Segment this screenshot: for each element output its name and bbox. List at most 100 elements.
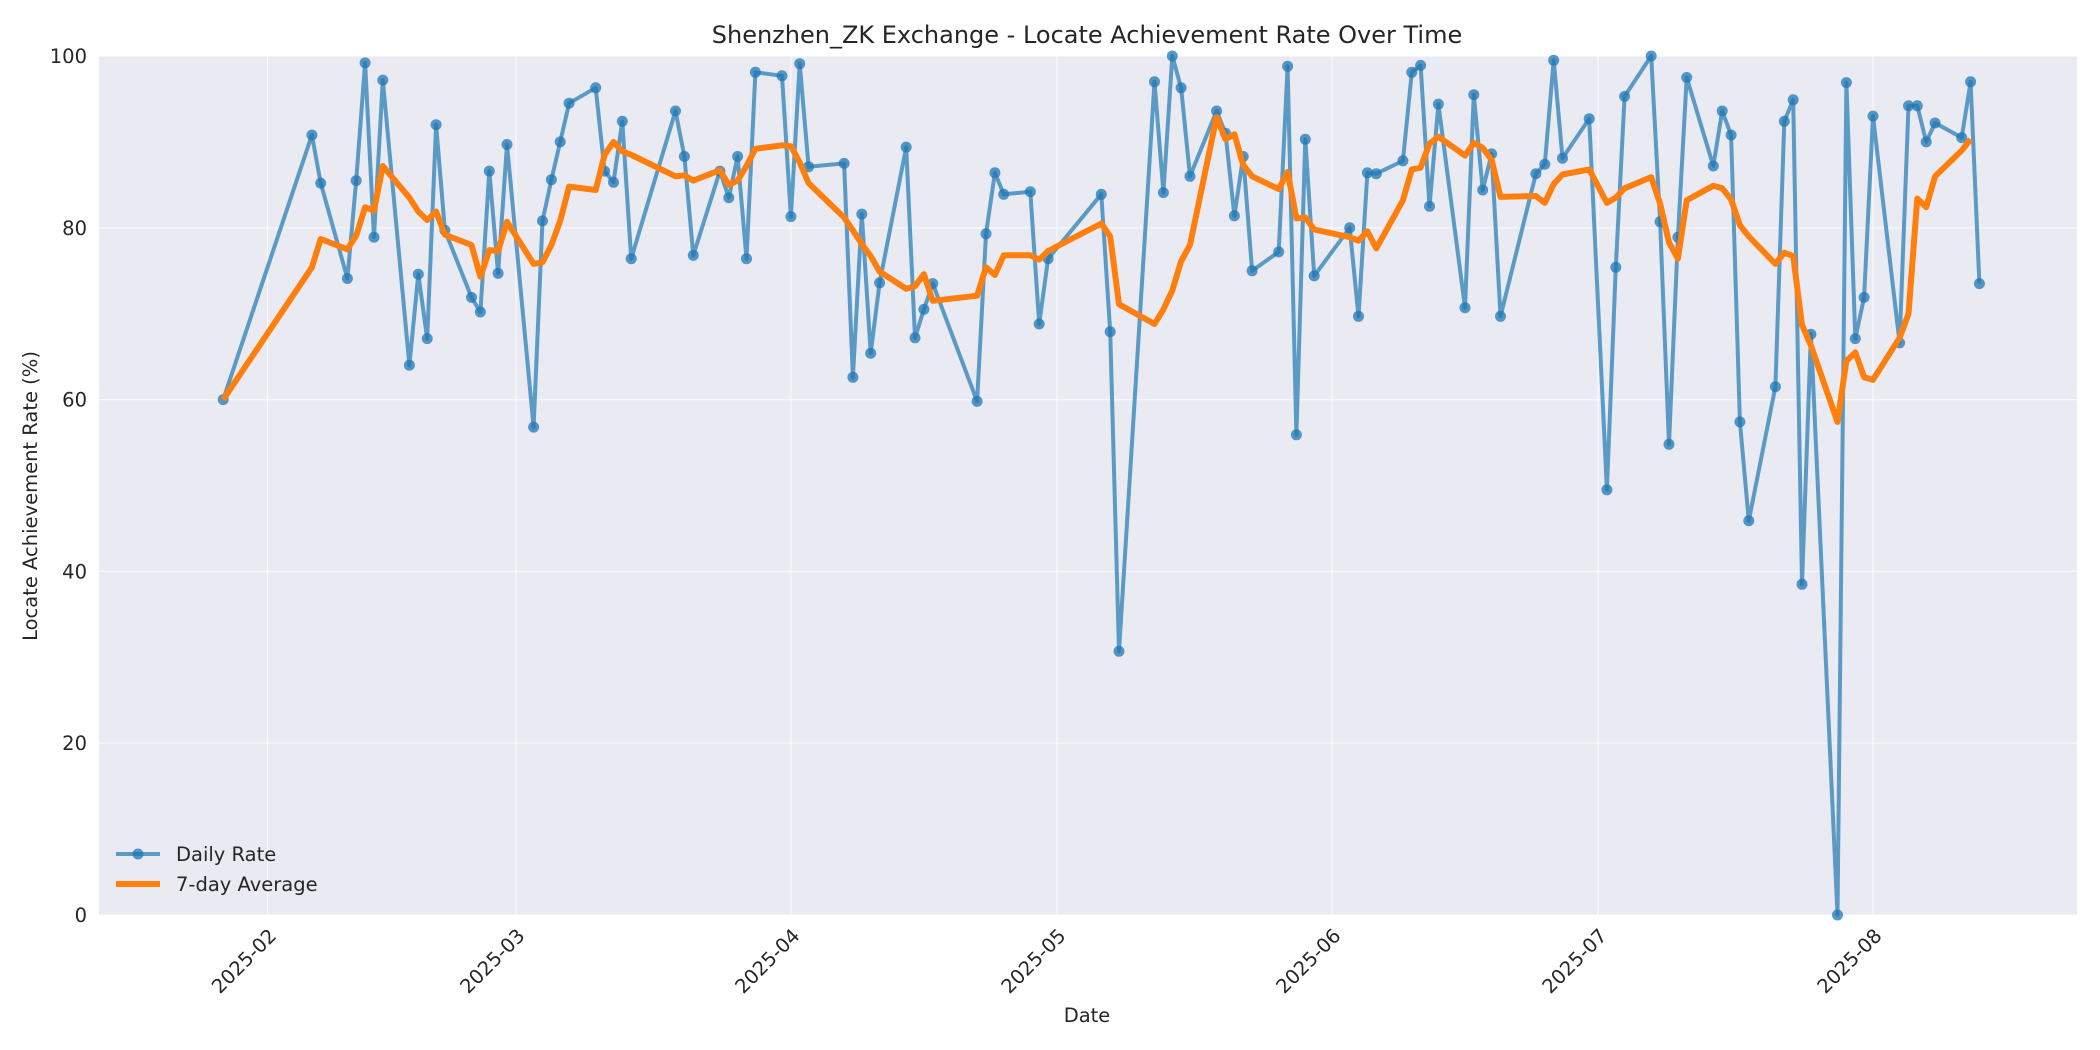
daily-rate-marker [492, 267, 504, 279]
y-tick-label: 0 [75, 904, 87, 927]
x-tick-label: 2025-05 [997, 924, 1071, 998]
daily-rate-marker [1024, 186, 1036, 198]
y-tick-label: 80 [62, 217, 87, 240]
daily-rate-marker [1166, 50, 1178, 62]
daily-rate-marker [1920, 136, 1932, 148]
daily-rate-marker [1468, 89, 1480, 101]
daily-rate-marker [856, 208, 868, 220]
daily-rate-marker [1734, 416, 1746, 428]
daily-rate-marker [554, 136, 566, 148]
daily-rate-marker [430, 119, 442, 131]
daily-rate-marker [1353, 310, 1364, 322]
daily-rate-marker [616, 115, 628, 127]
daily-rate-marker [341, 273, 353, 284]
daily-rate-marker [670, 105, 681, 117]
daily-rate-marker [306, 129, 318, 141]
daily-rate-marker [1769, 381, 1781, 393]
chart-title: Shenzhen_ZK Exchange - Locate Achievemen… [712, 21, 1463, 49]
daily-rate-marker [989, 167, 1001, 179]
daily-rate-marker [1344, 222, 1356, 234]
daily-rate-marker [1095, 188, 1107, 200]
daily-rate-marker [865, 347, 877, 359]
x-axis-label: Date [1064, 1004, 1111, 1027]
daily-rate-marker [1610, 261, 1622, 273]
daily-rate-marker [776, 70, 788, 82]
daily-rate-marker [1424, 200, 1435, 212]
daily-rate-marker [1175, 82, 1187, 94]
daily-rate-marker [1361, 167, 1373, 179]
daily-rate-marker [785, 211, 797, 223]
daily-rate-marker [1370, 168, 1382, 180]
daily-rate-marker [1796, 578, 1808, 590]
daily-rate-marker [1965, 76, 1977, 88]
daily-rate-marker [1299, 133, 1311, 145]
daily-rate-marker [1867, 110, 1879, 122]
daily-rate-marker [1432, 98, 1444, 110]
daily-rate-marker [732, 151, 744, 162]
daily-rate-marker [608, 176, 619, 188]
x-axis-ticks: 2025-02 2025-03 2025-04 2025-05 2025-06 2025-… [207, 924, 1886, 998]
y-tick-label: 40 [62, 560, 87, 583]
daily-rate-marker [1716, 105, 1728, 117]
daily-rate-marker [1903, 100, 1914, 112]
daily-rate-marker [678, 151, 690, 162]
daily-rate-marker [474, 306, 486, 318]
legend: Daily Rate 7-day Average [116, 843, 318, 896]
daily-rate-marker [723, 192, 735, 204]
daily-rate-marker [563, 97, 575, 109]
daily-rate-marker [1645, 50, 1657, 62]
daily-rate-marker [528, 421, 540, 433]
daily-rate-marker [315, 177, 327, 189]
x-tick-label: 2025-03 [456, 924, 530, 998]
daily-rate-marker [1787, 94, 1799, 106]
daily-rate-marker [1707, 160, 1719, 172]
daily-rate-marker [1548, 54, 1560, 66]
legend-label-daily: Daily Rate [176, 843, 276, 866]
y-tick-label: 60 [62, 389, 87, 412]
daily-rate-marker [359, 57, 371, 69]
daily-rate-marker [1725, 129, 1737, 141]
x-tick-label: 2025-06 [1272, 924, 1346, 998]
daily-rate-marker [1228, 210, 1240, 222]
daily-rate-marker [412, 268, 424, 280]
daily-rate-marker [1601, 484, 1613, 496]
daily-rate-marker [838, 157, 850, 169]
x-tick-label: 2025-02 [207, 924, 281, 998]
daily-rate-marker [1273, 246, 1285, 258]
x-tick-label: 2025-07 [1538, 924, 1612, 998]
daily-rate-marker [377, 74, 389, 86]
daily-rate-marker [483, 165, 495, 177]
y-axis-ticks: 0 20 40 60 80 100 [50, 45, 87, 927]
daily-rate-marker [403, 359, 415, 371]
legend-label-average: 7-day Average [176, 873, 318, 896]
daily-rate-marker [1663, 438, 1675, 450]
daily-rate-marker [1956, 132, 1968, 144]
daily-rate-marker [1104, 326, 1116, 338]
daily-rate-marker [874, 277, 886, 289]
x-tick-label: 2025-08 [1813, 924, 1887, 998]
daily-rate-marker [1778, 115, 1790, 127]
daily-rate-marker [1583, 113, 1595, 125]
daily-rate-marker [1849, 333, 1861, 345]
daily-rate-marker [1832, 909, 1843, 921]
data-series [217, 50, 1985, 921]
daily-rate-marker [1290, 429, 1302, 441]
daily-rate-marker [1495, 310, 1506, 322]
daily-rate-marker [741, 253, 752, 265]
daily-rate-marker [1113, 645, 1125, 657]
daily-rate-marker [1539, 158, 1551, 170]
daily-rate-marker [1477, 184, 1489, 196]
daily-rate-marker [1530, 168, 1542, 180]
daily-rate-marker [545, 174, 557, 186]
daily-rate-marker [1459, 302, 1471, 314]
daily-rate-marker [501, 139, 513, 150]
legend-daily-marker-icon [132, 848, 144, 860]
daily-rate-line [221, 54, 1982, 917]
daily-rate-marker [1033, 318, 1045, 330]
daily-rate-marker [980, 228, 992, 240]
daily-rate-marker [909, 332, 921, 344]
daily-rate-marker [625, 253, 637, 265]
daily-rate-marker [1397, 155, 1409, 167]
daily-rate-marker [971, 395, 983, 407]
